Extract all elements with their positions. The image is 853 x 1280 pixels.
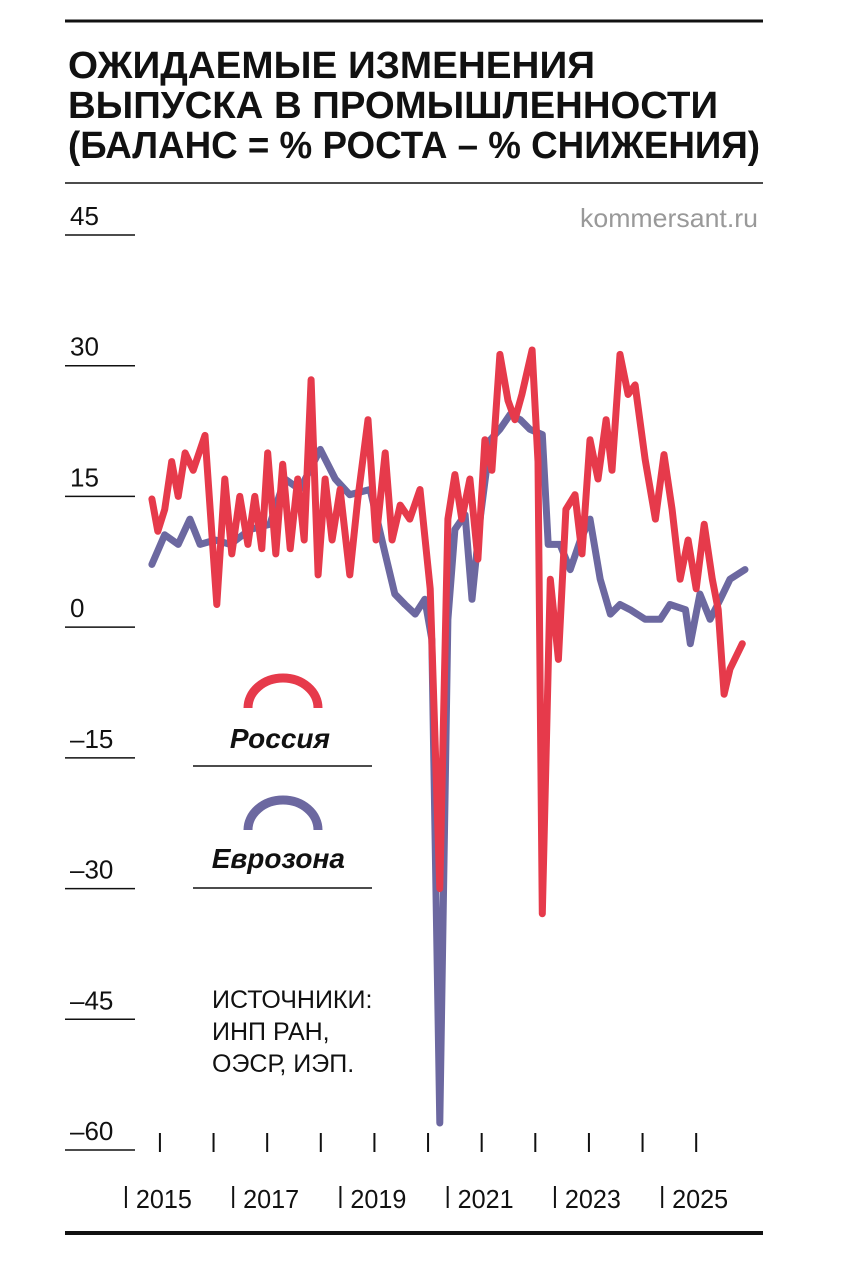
x-tick-label: 2021	[458, 1184, 514, 1214]
y-tick-label: 30	[70, 332, 99, 362]
sources-note: ИСТОЧНИКИ:	[212, 986, 372, 1014]
legend-swatch	[243, 673, 323, 709]
plot: 45 30 15 0 –15 –30 –45 –60 2015 2017 2019 2021 2023 2…	[65, 201, 749, 1214]
chart-title: ВЫПУСКА В ПРОМЫШЛЕННОСТИ	[68, 85, 718, 127]
chart-title: ОЖИДАЕМЫЕ ИЗМЕНЕНИЯ	[68, 45, 595, 87]
y-tick-label: –45	[70, 985, 113, 1015]
x-tick-label: 2017	[243, 1184, 299, 1214]
legend-swatch	[243, 795, 323, 831]
x-tick-label: 2019	[350, 1184, 406, 1214]
y-tick-label: 45	[70, 201, 99, 231]
legend-label: Еврозона	[212, 843, 345, 874]
y-tick-label: 0	[70, 593, 84, 623]
x-tick-label: 2015	[136, 1184, 192, 1214]
y-tick-label: –60	[70, 1116, 113, 1146]
sources-note: ИНП РАН,	[212, 1018, 330, 1046]
x-tick-label: 2025	[672, 1184, 728, 1214]
x-tick-label: 2023	[565, 1184, 621, 1214]
legend: Россия Еврозона	[193, 673, 372, 889]
y-tick-label: 15	[70, 462, 99, 492]
sources-note: ОЭСР, ИЭП.	[212, 1050, 354, 1078]
series-line	[148, 346, 746, 918]
source-site: kommersant.ru	[580, 203, 758, 233]
legend-label: Россия	[230, 723, 330, 754]
y-tick-label: –30	[70, 855, 113, 885]
chart-title: (БАЛАНС = % РОСТА – % СНИЖЕНИЯ)	[68, 125, 760, 167]
y-tick-label: –15	[70, 724, 113, 754]
